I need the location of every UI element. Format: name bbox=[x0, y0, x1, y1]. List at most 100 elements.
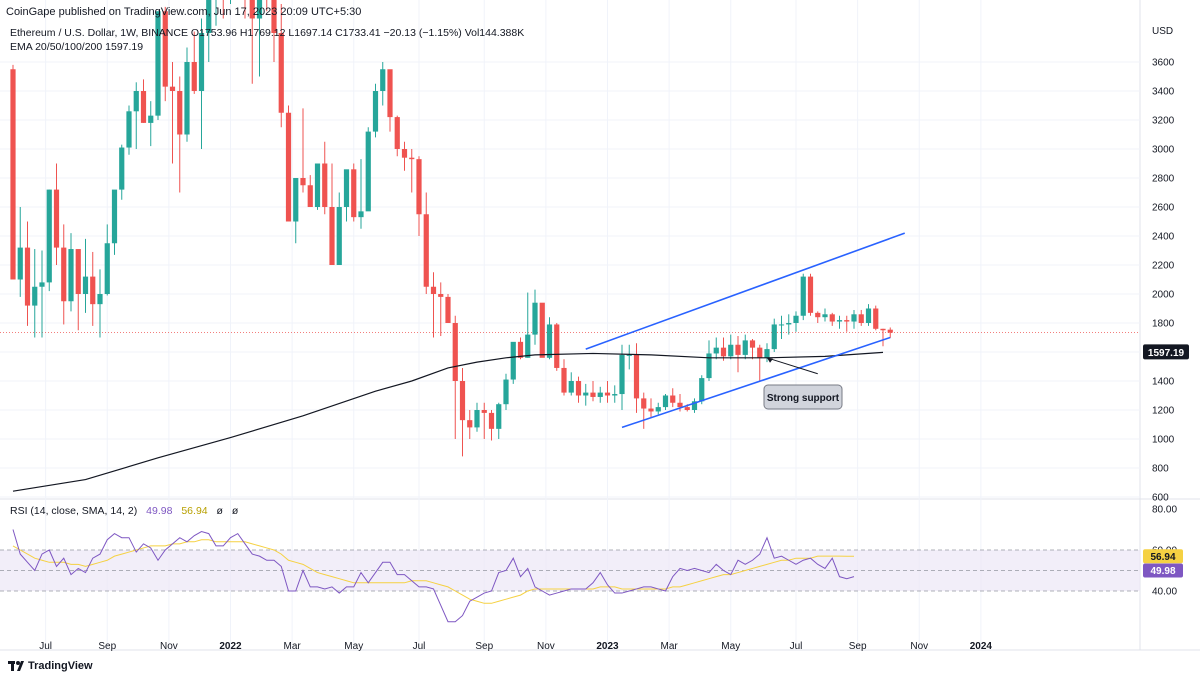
candle-body bbox=[865, 308, 872, 323]
rsi-tick-label: 80.00 bbox=[1152, 505, 1177, 516]
candle-body bbox=[517, 341, 524, 358]
candle-body bbox=[206, 0, 212, 33]
candle-body bbox=[822, 314, 828, 318]
candle-body bbox=[46, 189, 52, 283]
price-tick-label: 1200 bbox=[1152, 406, 1175, 417]
price-tick-label: 2800 bbox=[1152, 174, 1175, 185]
candle-body bbox=[140, 91, 147, 123]
candle-body bbox=[641, 398, 647, 409]
candle-body bbox=[133, 91, 139, 112]
candle-body bbox=[198, 33, 205, 91]
price-tick-label: 2200 bbox=[1152, 261, 1175, 272]
annotation-arrow-head bbox=[767, 357, 773, 363]
ema-info-line: EMA 20/50/100/200 1597.19 bbox=[10, 41, 144, 53]
time-tick-label: Mar bbox=[284, 641, 302, 652]
candle-body bbox=[184, 62, 190, 135]
candle-body bbox=[61, 247, 67, 302]
symbol-info-line: Ethereum / U.S. Dollar, 1W, BINANCE O175… bbox=[10, 27, 525, 39]
candle-body bbox=[300, 178, 306, 186]
time-tick-label: Nov bbox=[910, 641, 928, 652]
candle-body bbox=[191, 62, 197, 91]
candle-body bbox=[786, 323, 792, 325]
candle-body bbox=[851, 314, 857, 322]
candle-body bbox=[510, 341, 516, 380]
candle-body bbox=[459, 381, 466, 421]
time-tick-label: 2023 bbox=[596, 641, 619, 652]
candle-body bbox=[39, 282, 45, 287]
candle-body bbox=[307, 185, 313, 207]
candle-body bbox=[749, 340, 756, 348]
candle-body bbox=[764, 349, 770, 358]
channel-upper-line bbox=[585, 232, 906, 350]
candle-body bbox=[670, 395, 676, 403]
candle-body bbox=[735, 344, 741, 355]
rsi-ma-axis-label: 56.94 bbox=[1150, 552, 1175, 563]
time-tick-label: 2024 bbox=[970, 641, 993, 652]
price-tick-label: 3200 bbox=[1152, 116, 1175, 127]
candle-body bbox=[561, 367, 567, 393]
candle-body bbox=[111, 189, 118, 244]
time-tick-label: 2022 bbox=[219, 641, 242, 652]
tradingview-logo[interactable]: TradingView bbox=[8, 660, 93, 672]
time-tick-label: Sep bbox=[849, 641, 867, 652]
candle-body bbox=[604, 392, 611, 396]
candle-body bbox=[648, 408, 654, 412]
annotation-text: Strong support bbox=[767, 393, 840, 404]
candle-body bbox=[126, 111, 132, 148]
candle-body bbox=[343, 169, 350, 207]
rsi-axis-label: 49.98 bbox=[1150, 566, 1175, 577]
candle-body bbox=[148, 115, 154, 123]
candle-body bbox=[836, 320, 843, 322]
time-tick-label: Jul bbox=[39, 641, 52, 652]
candle-body bbox=[525, 334, 531, 358]
candle-body bbox=[336, 207, 342, 265]
candle-body bbox=[829, 314, 835, 322]
candle-body bbox=[684, 407, 690, 410]
candle-body bbox=[590, 392, 596, 397]
candle-body bbox=[177, 91, 183, 135]
rsi-info-line: RSI (14, close, SMA, 14, 2) 49.98 56.94 … bbox=[10, 505, 238, 517]
candle-body bbox=[496, 404, 502, 429]
candle-body bbox=[394, 117, 400, 149]
candle-body bbox=[104, 243, 110, 294]
candle-body bbox=[677, 402, 683, 408]
candle-body bbox=[278, 33, 284, 113]
rsi-upper-value: ø bbox=[216, 505, 223, 517]
candle-body bbox=[633, 354, 640, 399]
rsi-title: RSI (14, close, SMA, 14, 2) bbox=[10, 505, 138, 517]
time-tick-label: May bbox=[721, 641, 740, 652]
candle-body bbox=[322, 163, 328, 207]
candle-body bbox=[68, 249, 74, 302]
candle-body bbox=[554, 324, 560, 368]
price-tick-label: 2000 bbox=[1152, 290, 1175, 301]
candle-body bbox=[699, 378, 705, 402]
candle-body bbox=[474, 410, 480, 428]
candle-body bbox=[546, 324, 553, 358]
candle-body bbox=[503, 379, 509, 405]
candle-body bbox=[793, 315, 799, 323]
candle-body bbox=[844, 320, 850, 322]
candle-body bbox=[75, 249, 81, 294]
candle-body bbox=[626, 354, 632, 356]
candle-body bbox=[17, 247, 23, 280]
candle-body bbox=[807, 276, 814, 313]
candle-body bbox=[285, 112, 292, 222]
tradingview-logo-icon bbox=[8, 661, 24, 671]
candle-body bbox=[800, 276, 806, 316]
candle-body bbox=[401, 149, 408, 158]
price-tick-label: 1400 bbox=[1152, 377, 1175, 388]
candle-body bbox=[90, 276, 96, 305]
candle-body bbox=[372, 91, 379, 132]
candle-body bbox=[720, 347, 727, 357]
candle-body bbox=[445, 296, 451, 323]
candle-body bbox=[612, 394, 618, 396]
rsi-ma-value: 56.94 bbox=[181, 505, 208, 517]
candle-body bbox=[10, 69, 16, 280]
candle-body bbox=[597, 392, 603, 397]
publisher-line: CoinGape published on TradingView.com, J… bbox=[6, 6, 362, 18]
candle-body bbox=[53, 189, 60, 248]
rsi-axis-label-bg bbox=[1143, 563, 1183, 578]
price-tick-label: 1800 bbox=[1152, 319, 1175, 330]
